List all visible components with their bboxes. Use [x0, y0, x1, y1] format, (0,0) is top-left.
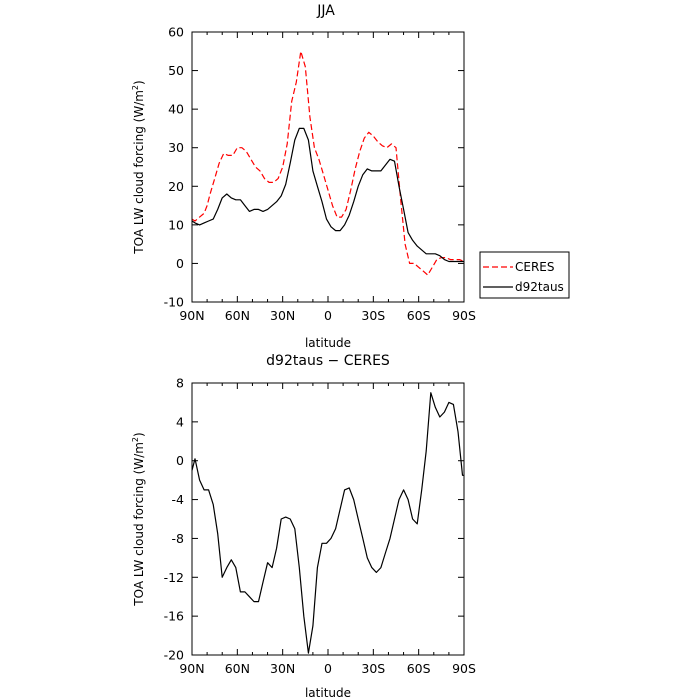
bottom-y-axis-label-text: TOA LW cloud forcing (W/m	[132, 442, 146, 607]
top-y-tick-label: 30	[168, 140, 184, 155]
top-x-tick-label: 60N	[225, 308, 250, 323]
top-chart-title: JJA	[316, 3, 335, 19]
top-y-tick-label: -10	[164, 295, 184, 310]
bottom-chart-frame	[191, 382, 465, 656]
bottom-y-tick-label: -20	[164, 648, 184, 663]
bottom-x-tick-label: 60N	[225, 661, 250, 676]
legend-label-d92taus: d92taus	[515, 280, 564, 294]
bottom-y-tick-label: -12	[164, 570, 184, 585]
bottom-x-tick-label: 90N	[179, 661, 204, 676]
top-y-tick-label: 40	[168, 102, 184, 117]
top-series-line-ceres	[191, 50, 465, 276]
top-y-tick-label: 20	[168, 179, 184, 194]
top-series-line-d92taus	[191, 127, 464, 263]
bottom-y-axis-label-close: )	[132, 432, 146, 437]
bottom-x-axis-label: latitude	[305, 686, 351, 700]
top-y-tick-label: 60	[168, 25, 184, 40]
top-chart-panel: JJA -10 0 10 20 30 40 50 60 90N 60N 30N 0 30S 60S 90S…	[131, 3, 570, 350]
top-chart-frame	[191, 31, 465, 303]
bottom-y-tick-label: 0	[176, 453, 184, 468]
bottom-chart-title: d92taus − CERES	[266, 353, 390, 369]
top-y-tick-label: 0	[176, 256, 184, 271]
top-x-tick-label: 30S	[361, 308, 385, 323]
bottom-x-tick-label: 60S	[407, 661, 431, 676]
top-x-tick-label: 30N	[270, 308, 295, 323]
top-x-tick-label: 0	[324, 308, 332, 323]
legend: CERES d92taus	[479, 251, 570, 299]
top-y-axis-label-close: )	[132, 80, 146, 85]
top-y-axis-label: TOA LW cloud forcing (W/m2)	[131, 80, 146, 254]
legend-label-ceres: CERES	[515, 260, 555, 274]
bottom-x-tick-label: 90S	[452, 661, 476, 676]
bottom-y-tick-label: -8	[172, 531, 185, 546]
bottom-series-line-0	[191, 392, 464, 654]
top-x-tick-label: 90S	[452, 308, 476, 323]
legend-box	[479, 251, 570, 299]
bottom-x-tick-label: 30N	[270, 661, 295, 676]
bottom-y-tick-label: 8	[176, 376, 184, 391]
top-y-axis-label-text: TOA LW cloud forcing (W/m	[132, 90, 146, 255]
bottom-x-tick-label: 30S	[361, 661, 385, 676]
bottom-y-axis-label-sup: 2	[131, 437, 140, 442]
bottom-chart-panel: d92taus − CERES -20 -16 -12 -8 -4 0 4 8 90N 60N 3…	[131, 353, 476, 700]
top-y-tick-label: 50	[168, 63, 184, 78]
top-x-axis-label: latitude	[305, 336, 351, 350]
top-y-tick-label: 10	[168, 217, 184, 232]
bottom-y-tick-label: -4	[172, 492, 185, 507]
top-x-tick-label: 90N	[179, 308, 204, 323]
bottom-y-tick-label: -16	[164, 609, 184, 624]
top-x-tick-label: 60S	[407, 308, 431, 323]
bottom-x-tick-label: 0	[324, 661, 332, 676]
bottom-y-tick-label: 4	[176, 414, 184, 429]
top-y-axis-label-sup: 2	[131, 85, 140, 90]
bottom-y-axis-label: TOA LW cloud forcing (W/m2)	[131, 432, 146, 606]
